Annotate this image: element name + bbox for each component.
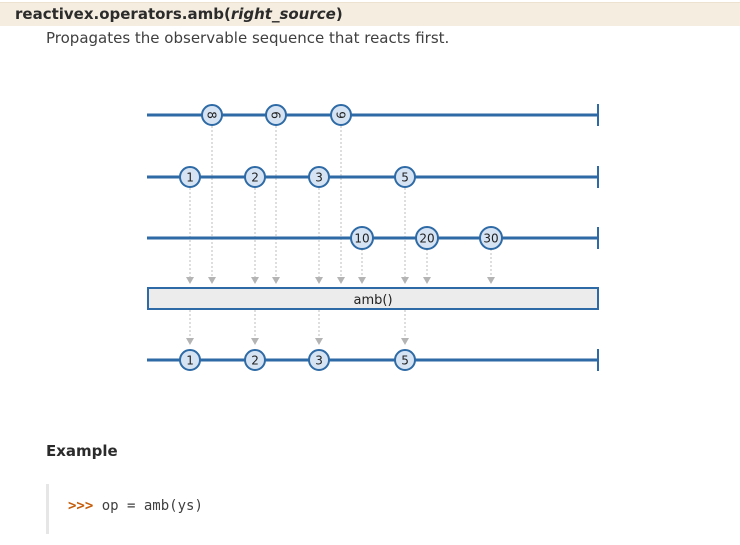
marble: 8 xyxy=(201,104,223,126)
marble: 3 xyxy=(308,166,330,188)
signature-arg: right_source xyxy=(230,5,336,23)
signature-suffix: ) xyxy=(335,5,343,23)
connector-arrows xyxy=(186,277,495,345)
function-description: Propagates the observable sequence that … xyxy=(46,29,450,47)
marble-label: 5 xyxy=(401,354,409,368)
operator-label: amb() xyxy=(353,293,392,308)
marble-label: 6 xyxy=(269,111,283,119)
code-prompt: >>> xyxy=(68,498,94,514)
marble: 2 xyxy=(244,166,266,188)
marble: 6 xyxy=(265,104,287,126)
marble: 5 xyxy=(394,166,416,188)
marble-label: 2 xyxy=(251,354,259,368)
marble-label: 10 xyxy=(354,232,369,246)
marble: 9 xyxy=(330,104,352,126)
marble-label: 30 xyxy=(483,232,498,246)
marble-label: 3 xyxy=(315,171,323,185)
example-heading: Example xyxy=(46,442,118,460)
marble-label: 8 xyxy=(205,111,219,119)
code-text: op = amb(ys) xyxy=(93,498,203,514)
marble-label: 1 xyxy=(186,354,194,368)
marble: 2 xyxy=(244,349,266,371)
source-2-marbles: 1 2 3 5 xyxy=(179,166,416,188)
marble: 20 xyxy=(415,226,439,250)
marble-label: 2 xyxy=(251,171,259,185)
operator-box xyxy=(147,287,599,310)
marble: 1 xyxy=(179,166,201,188)
marble: 5 xyxy=(394,349,416,371)
marble-label: 20 xyxy=(419,232,434,246)
marble: 10 xyxy=(350,226,374,250)
marble: 1 xyxy=(179,349,201,371)
result-marbles: 1 2 3 5 xyxy=(179,349,416,371)
code-block: >>> op = amb(ys) xyxy=(46,484,726,534)
marble-label: 5 xyxy=(401,171,409,185)
signature-prefix: reactivex.operators.amb( xyxy=(15,5,231,23)
function-signature: reactivex.operators.amb(right_source) xyxy=(0,2,740,26)
source-3-marbles: 10 20 30 xyxy=(350,226,503,250)
code-line: >>> op = amb(ys) xyxy=(68,498,203,514)
marble-diagram: amb() 8 6 9 1 2 3 5 xyxy=(147,104,599,371)
marble-label: 3 xyxy=(315,354,323,368)
marble-label: 1 xyxy=(186,171,194,185)
source-1-marbles: 8 6 9 xyxy=(201,104,352,126)
marble: 30 xyxy=(479,226,503,250)
marble-label: 9 xyxy=(334,111,348,119)
marble: 3 xyxy=(308,349,330,371)
connector-lines xyxy=(189,126,492,340)
